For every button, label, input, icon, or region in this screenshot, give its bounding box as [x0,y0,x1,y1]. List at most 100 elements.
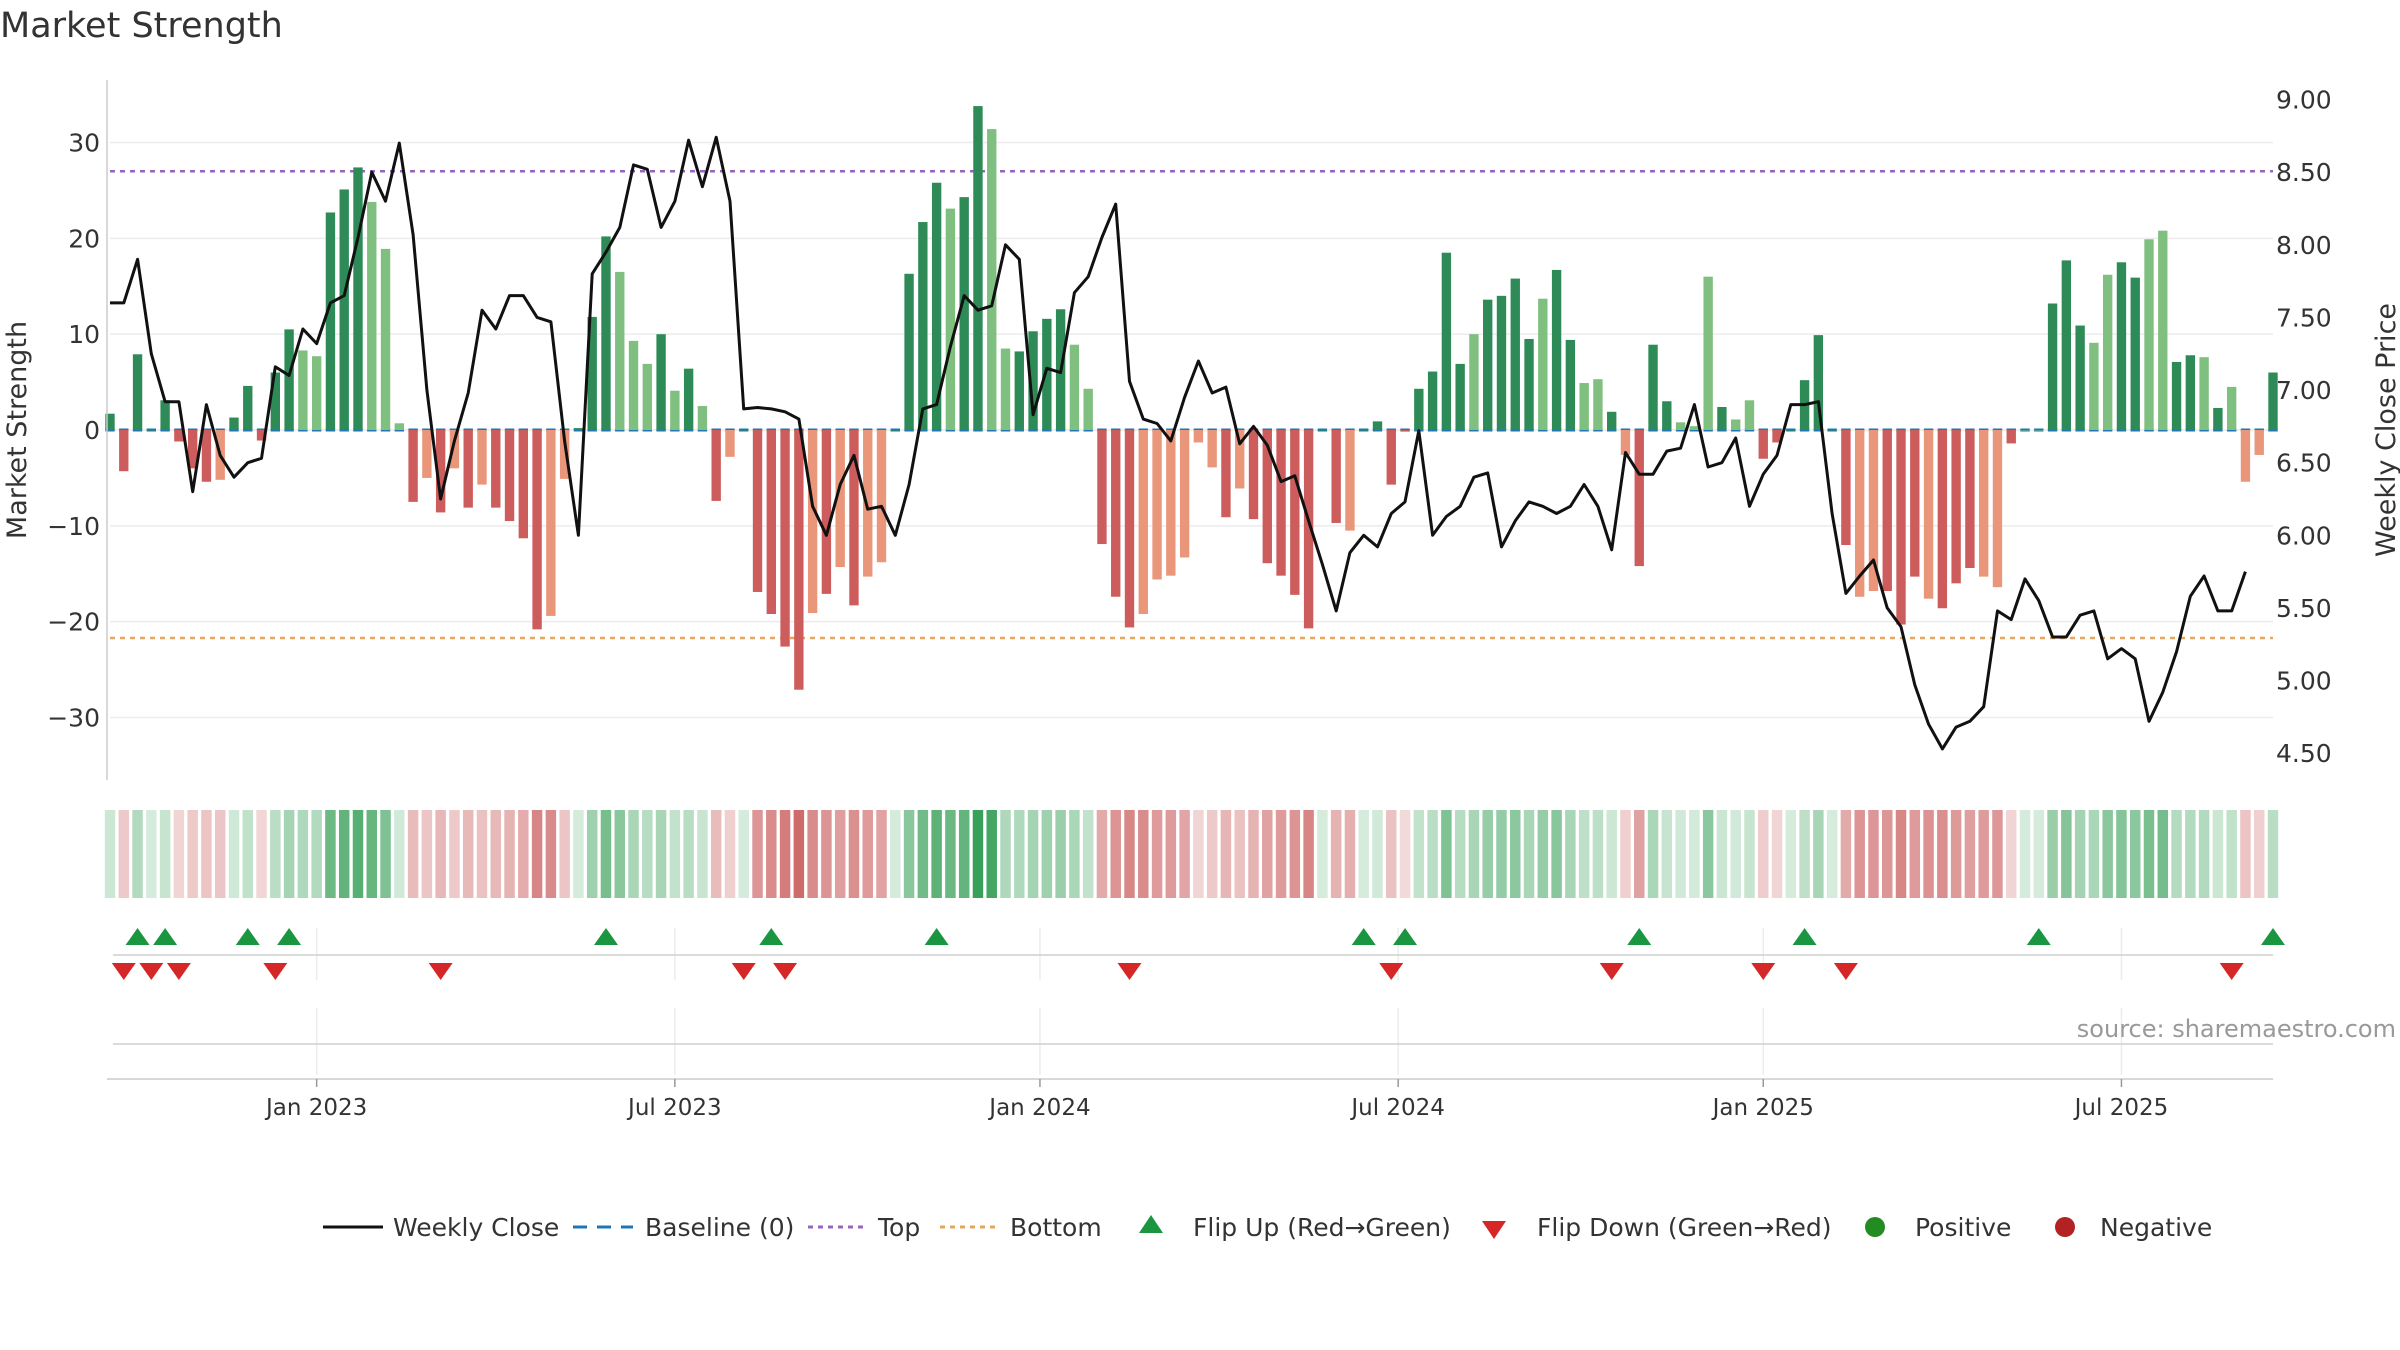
heat-cell [1055,810,1066,898]
strength-bar [1235,430,1245,489]
strength-bar [780,430,790,647]
strength-bar [1455,363,1465,430]
heat-cell [1275,810,1287,898]
strength-bar [1882,430,1892,591]
heat-cell [945,810,956,898]
strength-bar [642,363,652,430]
flip-up-marker [153,928,178,945]
strength-bar [1083,388,1093,430]
strength-bar [1179,430,1190,558]
heat-cell [518,810,529,898]
flip-down-marker [166,963,191,980]
legend-positive-label: Positive [1915,1213,2011,1242]
flip-up-marker [1792,928,1817,945]
heat-cell [1468,810,1480,898]
heat-cell [187,810,198,898]
strength-bar [835,430,845,568]
strength-bar [546,430,556,616]
heat-cell [2267,810,2279,898]
strength-bar [1689,426,1700,430]
heat-cell [1110,810,1121,898]
strength-bar [1028,331,1038,430]
heat-cell [1675,810,1686,898]
heat-cell [2185,810,2196,898]
strength-bar [766,430,776,614]
heat-cell [2019,810,2031,898]
strength-bar [821,430,832,594]
heat-cell [228,810,240,898]
heat-cell [642,810,653,898]
heat-cell [1096,810,1108,898]
strength-bar [119,430,129,472]
strength-bar [2185,355,2196,430]
right-tick-label: 4.50 [2276,739,2332,768]
heat-cell [2116,810,2127,898]
heat-cell [490,810,501,898]
heat-cell [2143,810,2155,898]
x-tick-label: Jan 2024 [987,1095,1090,1121]
heat-cell [1482,810,1493,898]
heat-cell [1689,810,1700,898]
strength-bar [367,201,377,430]
strength-bar [628,340,639,430]
strength-bar [477,430,487,485]
legend-flip-down-icon [1482,1221,1506,1239]
heat-cell [1826,810,1838,898]
strength-bar [1207,430,1217,468]
flip-up-marker [1393,928,1418,945]
heat-cell [1041,810,1053,898]
flip-markers [111,928,2285,1075]
flip-up-marker [277,928,302,945]
heat-cell [821,810,832,898]
heat-cell [2074,810,2086,898]
flip-up-marker [235,928,260,945]
heat-cell [146,810,157,898]
strength-bar [491,430,501,508]
strength-bar [697,406,708,430]
heat-cell [1358,810,1369,898]
heat-cell [1634,810,1645,898]
strength-bar [573,428,584,430]
heat-cell [1454,810,1466,898]
x-tick-label: Jan 2025 [1711,1095,1814,1121]
right-tick-label: 7.50 [2276,303,2332,332]
heat-cell [1882,810,1893,898]
strength-bar [849,430,859,606]
legend-flip-up-label: Flip Up (Red→Green) [1193,1213,1451,1242]
strength-bars [105,106,2278,690]
strength-bar [876,430,887,563]
heat-cell [1964,810,1976,898]
strength-bar [559,430,570,479]
heat-cell [394,810,405,898]
heat-cell [1565,810,1576,898]
strength-bar [2116,262,2127,430]
legend-flip-down-label: Flip Down (Green→Red) [1537,1213,1832,1242]
legend-negative-label: Negative [2100,1213,2212,1242]
strength-bar [1303,430,1314,629]
strength-bar [1097,430,1107,545]
strength-bar [1593,379,1603,430]
strength-bar [1855,430,1865,597]
heat-cell [1082,810,1094,898]
flip-up-marker [593,928,618,945]
strength-bar [1317,430,1328,431]
heat-cell [1138,810,1149,898]
strength-bar [1607,411,1617,430]
strength-bar [1124,430,1135,628]
strength-bar [1538,298,1548,430]
right-tick-label: 5.00 [2276,667,2332,696]
y-axis-label-left: Market Strength [2,321,33,539]
left-tick-label: 10 [68,320,100,349]
heat-cell [2061,810,2072,898]
heat-cell [104,810,116,898]
flip-up-marker [1351,928,1376,945]
strength-bar [918,222,928,430]
strength-bar [2047,303,2058,430]
heat-cell [1771,810,1783,898]
grid-lines [110,141,2273,719]
strength-bar [1400,430,1410,431]
heat-cell [2088,810,2100,898]
right-tick-label: 8.00 [2276,231,2332,260]
strength-bar [1193,430,1204,443]
heat-cell [1248,810,1259,898]
